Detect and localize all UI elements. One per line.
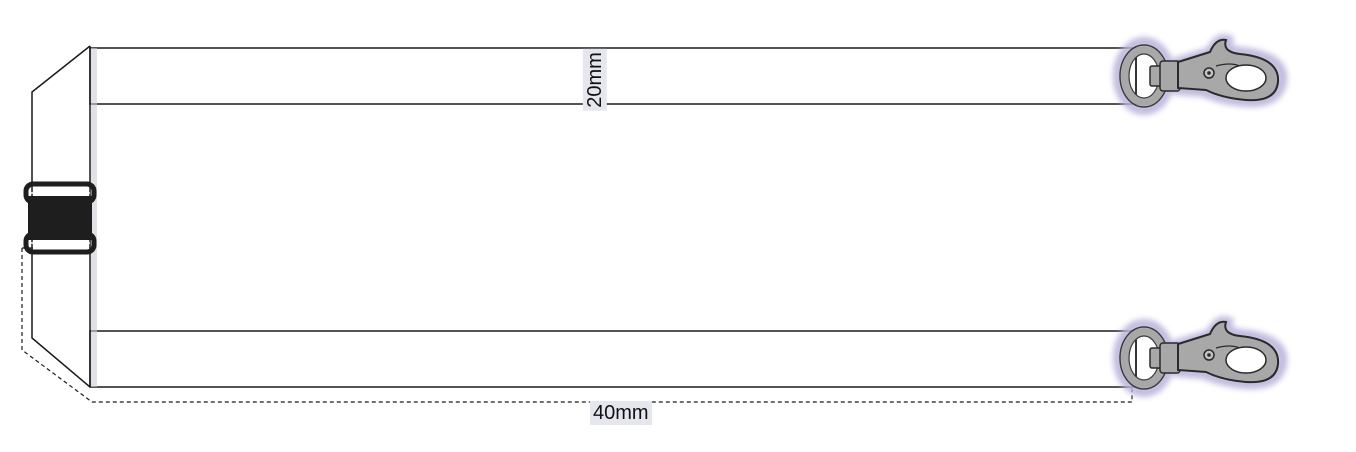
bottom-clasp-icon [1118, 321, 1282, 392]
width-dimension-line [21, 248, 1133, 403]
total-width-label: 40mm [590, 401, 652, 425]
strap-width-label: 20mm [582, 49, 607, 111]
top-clasp-icon [1118, 39, 1282, 110]
top-strap [89, 47, 1137, 105]
bottom-strap [89, 330, 1137, 388]
safety-breakaway-buckle-icon [23, 181, 97, 255]
